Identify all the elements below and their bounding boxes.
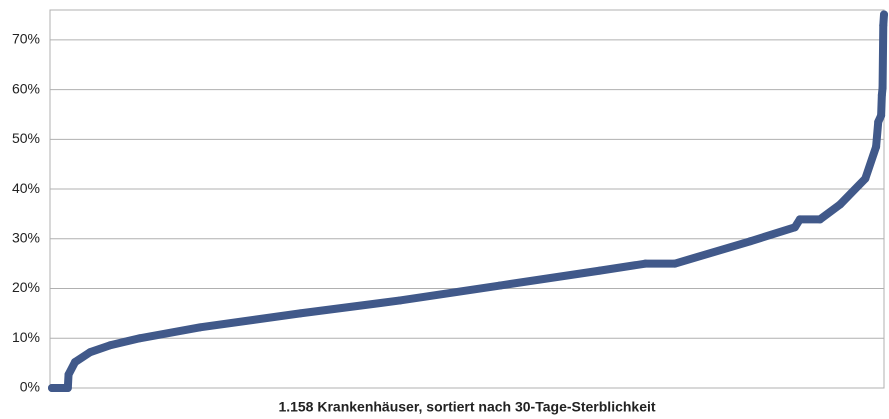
data-point bbox=[746, 237, 755, 246]
data-point bbox=[86, 348, 95, 357]
data-point bbox=[816, 215, 824, 224]
data-point bbox=[64, 370, 73, 379]
data-point bbox=[872, 142, 881, 151]
y-tick-label: 50% bbox=[12, 130, 40, 146]
data-point bbox=[63, 384, 72, 392]
y-tick-label: 40% bbox=[12, 180, 40, 196]
data-point bbox=[396, 296, 405, 305]
data-point bbox=[861, 174, 870, 183]
x-axis-label: 1.158 Krankenhäuser, sortiert nach 30-Ta… bbox=[278, 399, 655, 415]
data-point bbox=[836, 200, 845, 209]
data-point bbox=[878, 84, 887, 93]
data-point bbox=[877, 91, 886, 100]
data-point bbox=[874, 117, 883, 126]
data-point bbox=[641, 259, 650, 268]
data-point bbox=[880, 10, 888, 19]
data-point bbox=[106, 341, 115, 350]
data-point bbox=[670, 259, 679, 268]
y-tick-label: 10% bbox=[12, 329, 40, 345]
data-point bbox=[595, 266, 604, 275]
data-point bbox=[196, 323, 205, 332]
data-point bbox=[135, 334, 144, 343]
data-point bbox=[48, 384, 56, 392]
data-point bbox=[496, 281, 504, 290]
y-tick-label: 30% bbox=[12, 229, 40, 245]
y-tick-label: 20% bbox=[12, 279, 40, 295]
data-point bbox=[879, 21, 888, 30]
data-point bbox=[795, 215, 804, 224]
data-point bbox=[877, 111, 886, 120]
data-point bbox=[790, 223, 799, 232]
data-point bbox=[71, 358, 80, 367]
data-line bbox=[48, 10, 888, 392]
y-tick-label: 0% bbox=[20, 379, 40, 395]
y-tick-label: 60% bbox=[12, 80, 40, 96]
data-point bbox=[296, 309, 305, 318]
y-tick-label: 70% bbox=[12, 31, 40, 47]
